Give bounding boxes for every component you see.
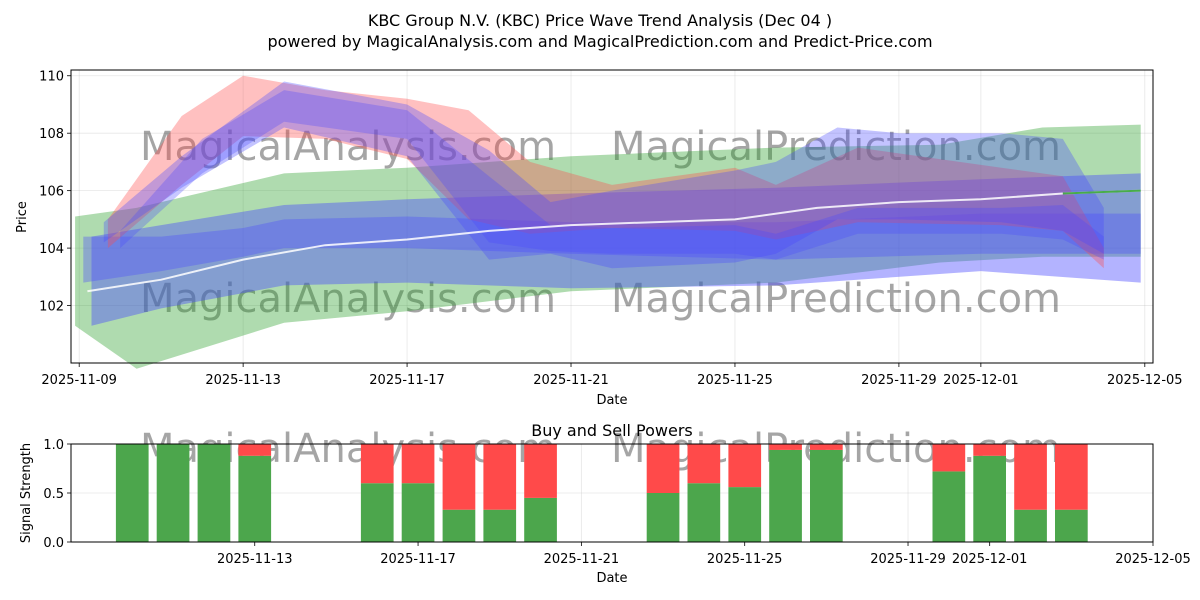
price-y-tick-label: 106 bbox=[39, 185, 64, 200]
price-bands bbox=[75, 75, 1141, 369]
watermark-prediction-mid: MagicalPrediction.com bbox=[611, 276, 1061, 322]
price-x-ticks: 2025-11-09 2025-11-13 2025-11-17 2025-11-21… bbox=[41, 363, 1183, 388]
price-grid bbox=[71, 70, 1153, 363]
buy-sell-chart: Buy and Sell Powers MagicalAnalysis.com … bbox=[19, 421, 1191, 586]
buy-sell-bars bbox=[115, 444, 1088, 542]
buy-sell-title: Buy and Sell Powers bbox=[531, 421, 693, 440]
band-green-wide bbox=[75, 124, 1141, 369]
price-y-axis-label: Price bbox=[15, 201, 30, 233]
sell-power-bar bbox=[728, 444, 762, 488]
price-wave-chart: MagicalAnalysis.com MagicalPrediction.co… bbox=[15, 69, 1183, 408]
sell-power-bar bbox=[646, 444, 680, 493]
price-y-tick-label: 110 bbox=[39, 70, 64, 85]
band-blue-wide bbox=[91, 173, 1141, 326]
price-y-ticks: 102 104 106 108 110 bbox=[39, 70, 71, 315]
buy-power-bar bbox=[156, 444, 190, 542]
sell-power-bar bbox=[483, 444, 517, 510]
price-watermarks: MagicalAnalysis.com MagicalPrediction.co… bbox=[140, 124, 1061, 322]
price-x-tick-label: 2025-12-05 bbox=[1107, 373, 1183, 388]
line-green-mid bbox=[1062, 189, 1141, 195]
watermark-analysis-mid: MagicalAnalysis.com bbox=[140, 276, 556, 322]
sell-power-bar bbox=[810, 444, 843, 450]
band-blue-narrow bbox=[83, 213, 1141, 283]
buy-power-bar bbox=[687, 483, 721, 542]
sell-power-bar bbox=[442, 444, 476, 510]
price-y-tick-label: 108 bbox=[39, 127, 64, 142]
price-x-axis-label: Date bbox=[596, 393, 627, 408]
buy-power-bar bbox=[483, 509, 517, 542]
line-center-line bbox=[87, 189, 1141, 293]
price-x-tick-label: 2025-11-29 bbox=[861, 373, 937, 388]
sell-power-bar bbox=[973, 444, 1006, 456]
sell-power-bar bbox=[932, 444, 966, 472]
buy-power-bar bbox=[360, 483, 394, 542]
sell-power-bar bbox=[687, 444, 721, 484]
chart-title-line1: KBC Group N.V. (KBC) Price Wave Trend An… bbox=[368, 11, 832, 30]
sell-power-bar bbox=[360, 444, 394, 484]
price-x-tick-label: 2025-12-01 bbox=[943, 373, 1019, 388]
price-y-tick-label: 104 bbox=[39, 242, 64, 257]
buy-sell-x-ticks: 2025-11-13 2025-11-17 2025-11-21 2025-11-25… bbox=[217, 542, 1191, 567]
buy-power-bar bbox=[524, 497, 557, 542]
buy-sell-x-tick-label: 2025-11-13 bbox=[217, 552, 293, 567]
buy-sell-x-axis-label: Date bbox=[596, 571, 627, 586]
price-lines bbox=[87, 189, 1141, 293]
sell-power-bar bbox=[1014, 444, 1047, 510]
sell-power-bar bbox=[524, 444, 557, 498]
buy-sell-y-axis-label: Signal Strength bbox=[19, 443, 34, 543]
buy-power-bar bbox=[442, 509, 476, 542]
buy-sell-x-tick-label: 2025-12-01 bbox=[952, 552, 1028, 567]
sell-power-bar bbox=[238, 444, 272, 456]
price-x-tick-label: 2025-11-13 bbox=[205, 373, 281, 388]
buy-power-bar bbox=[238, 455, 272, 542]
band-red-wave bbox=[107, 75, 1104, 269]
buy-power-bar bbox=[810, 449, 843, 542]
buy-power-bar bbox=[728, 487, 762, 542]
buy-sell-x-tick-label: 2025-11-25 bbox=[707, 552, 783, 567]
buy-sell-x-tick-label: 2025-12-05 bbox=[1115, 552, 1191, 567]
buy-sell-x-tick-label: 2025-11-17 bbox=[380, 552, 456, 567]
price-x-tick-label: 2025-11-09 bbox=[41, 373, 117, 388]
price-x-tick-label: 2025-11-25 bbox=[697, 373, 773, 388]
buy-power-bar bbox=[646, 493, 680, 542]
buy-sell-y-tick-label: 1.0 bbox=[43, 438, 64, 453]
buy-sell-x-tick-label: 2025-11-29 bbox=[870, 552, 946, 567]
buy-power-bar bbox=[769, 449, 802, 542]
buy-power-bar bbox=[197, 444, 231, 542]
price-axes-frame bbox=[70, 69, 1154, 364]
sell-power-bar bbox=[401, 444, 435, 484]
buy-sell-y-tick-label: 0.0 bbox=[43, 536, 64, 551]
watermark-analysis-top: MagicalAnalysis.com bbox=[140, 124, 556, 170]
sell-power-bar bbox=[769, 444, 802, 450]
buy-power-bar bbox=[932, 471, 966, 542]
price-x-tick-label: 2025-11-21 bbox=[533, 373, 609, 388]
buy-power-bar bbox=[1055, 509, 1088, 542]
buy-sell-y-ticks: 0.0 0.5 1.0 bbox=[43, 438, 71, 551]
band-blue-wave bbox=[103, 81, 1104, 269]
buy-power-bar bbox=[1014, 509, 1047, 542]
buy-power-bar bbox=[115, 444, 149, 542]
buy-power-bar bbox=[401, 483, 435, 542]
buy-power-bar bbox=[973, 455, 1006, 542]
price-x-tick-label: 2025-11-17 bbox=[369, 373, 445, 388]
watermark-prediction-top: MagicalPrediction.com bbox=[611, 124, 1061, 170]
band-purple-core bbox=[120, 90, 1104, 260]
buy-sell-y-tick-label: 0.5 bbox=[43, 487, 64, 502]
buy-sell-x-tick-label: 2025-11-21 bbox=[544, 552, 620, 567]
sell-power-bar bbox=[1055, 444, 1088, 510]
price-y-tick-label: 102 bbox=[39, 300, 64, 315]
chart-title-line2: powered by MagicalAnalysis.com and Magic… bbox=[267, 32, 932, 51]
